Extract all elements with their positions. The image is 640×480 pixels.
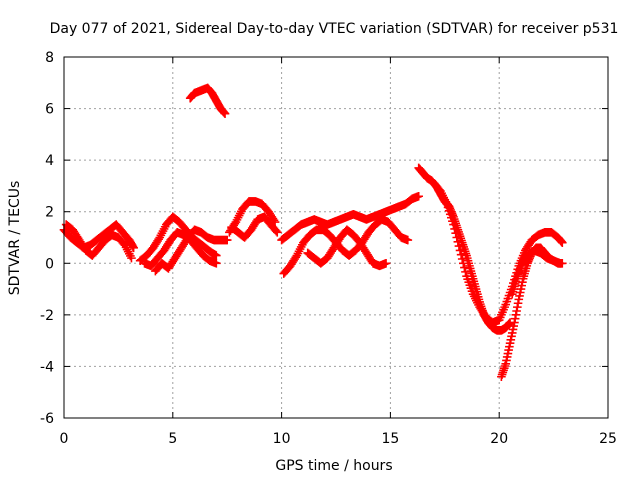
series-track-e xyxy=(151,225,232,276)
chart-title: Day 077 of 2021, Sidereal Day-to-day VTE… xyxy=(50,21,619,37)
x-tick-label: 25 xyxy=(599,431,617,447)
x-tick-label: 5 xyxy=(168,431,177,447)
y-tick-label: -4 xyxy=(40,359,54,375)
series-track-b xyxy=(61,220,136,263)
data-point xyxy=(457,254,467,264)
y-tick-label: 4 xyxy=(45,153,54,169)
data-point xyxy=(445,209,455,219)
data-point xyxy=(558,238,567,247)
data-point xyxy=(448,216,457,226)
data-point xyxy=(414,191,423,201)
tick-labels: 0 5 10 15 20 25 -6 -4 -2 0 2 4 6 8 xyxy=(40,50,617,447)
data-point xyxy=(442,199,452,209)
y-tick-label: -2 xyxy=(40,308,54,324)
x-tick-label: 20 xyxy=(490,431,508,447)
data-point xyxy=(129,243,138,253)
data-point xyxy=(212,251,221,260)
y-tick-label: -6 xyxy=(40,411,54,427)
data-point xyxy=(444,206,454,216)
data-point xyxy=(403,235,413,245)
data-point xyxy=(455,246,465,255)
y-tick-label: 2 xyxy=(45,205,54,221)
data-point xyxy=(452,233,462,242)
series-track-f xyxy=(185,83,230,119)
data-point xyxy=(460,263,469,272)
x-axis-label: GPS time / hours xyxy=(275,458,392,474)
data-point xyxy=(272,228,282,237)
x-tick-label: 10 xyxy=(273,431,291,447)
series-track-o xyxy=(507,246,565,299)
y-axis-label: SDTVAR / TECUs xyxy=(7,181,23,296)
data-point xyxy=(451,228,460,238)
data-markers xyxy=(59,83,567,382)
data-point xyxy=(220,109,230,119)
grid-lines xyxy=(64,57,608,418)
data-point xyxy=(443,203,453,212)
data-point xyxy=(450,224,459,234)
data-point xyxy=(458,258,468,268)
data-point xyxy=(271,226,281,236)
series-track-h xyxy=(227,212,282,242)
x-tick-label: 15 xyxy=(381,431,399,447)
data-point xyxy=(127,253,136,263)
series-track-m xyxy=(429,179,567,327)
data-point xyxy=(212,258,221,268)
data-point xyxy=(456,250,466,259)
data-point xyxy=(461,267,470,277)
series-track-k xyxy=(303,225,391,271)
data-point xyxy=(449,220,458,229)
plot-area-frame xyxy=(63,56,609,419)
data-point xyxy=(447,213,456,223)
data-point xyxy=(222,235,232,245)
data-point xyxy=(454,241,464,251)
y-tick-label: 6 xyxy=(45,102,54,118)
y-tick-label: 8 xyxy=(45,50,54,66)
data-point xyxy=(555,258,565,268)
axis-ticks xyxy=(63,56,609,419)
series-track-i xyxy=(277,191,423,245)
y-tick-label: 0 xyxy=(45,256,54,272)
x-tick-label: 0 xyxy=(60,431,69,447)
data-point xyxy=(453,237,463,247)
data-point xyxy=(381,258,391,268)
